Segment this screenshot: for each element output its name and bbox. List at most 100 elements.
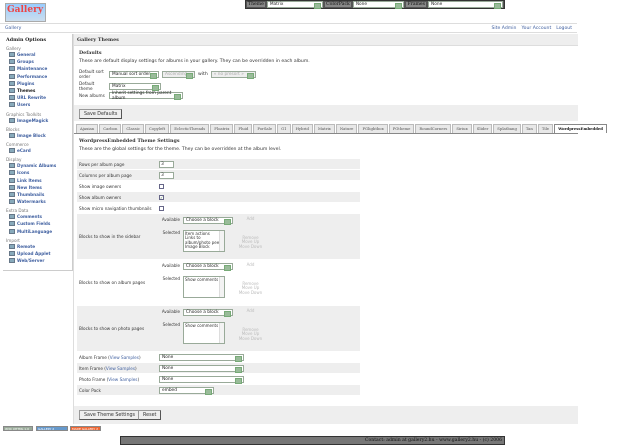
reset-button[interactable]: Reset xyxy=(138,410,162,420)
gallery-logo[interactable]: Gallery xyxy=(5,3,46,22)
tab-carbon[interactable]: Carbon xyxy=(99,124,122,133)
logout-link[interactable]: Logout xyxy=(556,26,572,31)
photo-frame-view-samples[interactable]: View Samples xyxy=(108,376,138,382)
show-image-owners-checkbox[interactable] xyxy=(159,183,164,189)
album-selected-list[interactable]: Show comments xyxy=(183,276,225,298)
tab-wordpressembedded[interactable]: WordpressEmbedded xyxy=(554,124,607,133)
add-button[interactable]: Add xyxy=(246,308,255,313)
tab-tan[interactable]: Tan xyxy=(521,124,537,133)
save-defaults-button[interactable]: Save Defaults xyxy=(79,109,123,119)
sort-direction-select[interactable]: Ascending xyxy=(162,70,195,79)
show-micro-nav-checkbox[interactable] xyxy=(159,205,164,211)
sidebar-item-label: Custom Fields xyxy=(17,221,51,227)
your-account-link[interactable]: Your Account xyxy=(521,26,552,31)
photo-selected-list[interactable]: Show comments xyxy=(183,322,225,344)
sidebar-item-groups[interactable]: Groups xyxy=(6,58,69,65)
tab-copyleft[interactable]: Copyleft xyxy=(145,124,170,133)
new-albums-select[interactable]: Inherit settings from parent album xyxy=(109,91,183,101)
item-frame-label: Item Frame (View Samples) xyxy=(77,363,157,373)
tab-classic[interactable]: Classic xyxy=(122,124,145,133)
tab-siriux[interactable]: Siriux xyxy=(452,124,472,133)
sidebar-item-comments[interactable]: Comments xyxy=(6,213,69,220)
remove-button[interactable]: Remove xyxy=(242,327,259,332)
album-available-select[interactable]: Choose a block xyxy=(183,263,233,271)
page-title: Gallery Themes xyxy=(74,34,578,46)
move-up-button[interactable]: Move Up xyxy=(241,239,260,245)
remove-button[interactable]: Remove xyxy=(242,235,259,240)
color-pack-select[interactable]: embed xyxy=(159,386,214,395)
sort-order-select[interactable]: Manual sort order xyxy=(109,70,159,79)
move-up-button[interactable]: Move Up xyxy=(241,331,260,337)
tab-matrix[interactable]: Matrix xyxy=(313,124,335,133)
sidebar-item-new-items[interactable]: New Items xyxy=(6,184,69,191)
made-gallery2-badge[interactable]: MADE GALLERY 2 xyxy=(70,426,101,431)
frames-select[interactable]: None xyxy=(428,1,503,9)
tab-pgtheme[interactable]: PGtheme xyxy=(388,124,415,133)
comments-icon xyxy=(9,214,15,220)
sidebar-available-select[interactable]: Choose a block xyxy=(183,217,233,225)
tab-hybrid[interactable]: Hybrid xyxy=(291,124,313,133)
tab-fluid[interactable]: Fluid xyxy=(234,124,253,133)
move-down-button[interactable]: Move Down xyxy=(238,243,263,249)
tab-splatbang[interactable]: Splatbang xyxy=(493,124,521,133)
sidebar-item-link-items[interactable]: Link Items xyxy=(6,176,69,183)
sidebar-item-multilanguage[interactable]: MultiLanguage xyxy=(6,228,69,235)
sidebar-item-dynamic-albums[interactable]: Dynamic Albums xyxy=(6,162,69,169)
tab-pglightbox[interactable]: PGlightbox xyxy=(358,124,388,133)
sidebar-item-upload-applet[interactable]: Upload Applet xyxy=(6,250,69,257)
add-button[interactable]: Add xyxy=(246,216,255,221)
default-theme-select[interactable]: Matrix xyxy=(109,82,161,91)
theme-select[interactable]: Matrix xyxy=(266,1,324,9)
sidebar-item-web-server[interactable]: Web/Server xyxy=(6,257,69,264)
tab-slider[interactable]: Slider xyxy=(472,124,493,133)
sidebar-item-custom-fields[interactable]: Custom Fields xyxy=(6,220,69,227)
remove-button[interactable]: Remove xyxy=(242,281,259,286)
tab-ajaxian[interactable]: Ajaxian xyxy=(76,124,99,133)
item-frame-view-samples[interactable]: View Samples xyxy=(105,365,136,371)
tab-nature[interactable]: Nature xyxy=(335,124,358,133)
breadcrumb-gallery[interactable]: Gallery xyxy=(5,26,22,31)
site-admin-link[interactable]: Site Admin xyxy=(491,26,517,31)
sidebar-item-users[interactable]: Users xyxy=(6,101,69,108)
sidebar-item-ecard[interactable]: eCard xyxy=(6,147,69,154)
sidebar-item-maintenance[interactable]: Maintenance xyxy=(6,65,69,72)
sidebar-selected-list[interactable]: Item actions Links to album/photo peers … xyxy=(183,230,225,252)
sidebar-item-icons[interactable]: Icons xyxy=(6,169,69,176)
tab-floatrix[interactable]: Floatrix xyxy=(210,124,234,133)
sidebar-item-themes[interactable]: Themes xyxy=(6,87,69,94)
sidebar-item-general[interactable]: General xyxy=(6,51,69,58)
colorpack-select[interactable]: None xyxy=(352,1,405,9)
move-down-button[interactable]: Move Down xyxy=(238,335,263,341)
presort-select[interactable]: « no presort » xyxy=(210,70,256,79)
move-up-button[interactable]: Move Up xyxy=(241,285,260,291)
sidebar-item-image-block[interactable]: Image Block xyxy=(6,132,69,139)
album-frame-view-samples[interactable]: View Samples xyxy=(109,354,139,360)
sidebar-item-url-rewrite[interactable]: URL Rewrite xyxy=(6,94,69,101)
rows-input[interactable]: 3 xyxy=(159,160,174,168)
sidebar-item-plugins[interactable]: Plugins xyxy=(6,80,69,87)
item-frame-select[interactable]: None xyxy=(159,364,244,373)
sidebar-item-watermarks[interactable]: Watermarks xyxy=(6,198,69,205)
show-album-owners-checkbox[interactable]: ✓ xyxy=(159,194,164,200)
tab-tile[interactable]: Tile xyxy=(537,124,554,133)
photo-frame-select[interactable]: None xyxy=(159,375,244,384)
tab-g1[interactable]: G1 xyxy=(277,124,291,133)
save-theme-settings-button[interactable]: Save Theme Settings xyxy=(79,410,141,420)
sidebar-item-remote[interactable]: Remote xyxy=(6,243,69,250)
tab-porsale[interactable]: PorSale xyxy=(253,124,277,133)
album-frame-select[interactable]: None xyxy=(159,353,244,362)
tab-eclecticthreads[interactable]: EclecticThreads xyxy=(170,124,210,133)
breadcrumb: Gallery Site Admin Your Account Logout xyxy=(0,23,577,33)
sidebar-item-thumbnails[interactable]: Thumbnails xyxy=(6,191,69,198)
sidebar-item-imagemagick[interactable]: ImageMagick xyxy=(6,117,69,124)
xhtml-badge[interactable]: W3C XHTML 1.0 xyxy=(3,426,33,431)
sidebar-item-performance[interactable]: Performance xyxy=(6,73,69,80)
gallery2-badge[interactable]: GALLERY 2 xyxy=(36,426,68,431)
photo-available-select[interactable]: Choose a block xyxy=(183,309,233,317)
cols-input[interactable]: 3 xyxy=(159,171,174,179)
sidebar-item-label: Users xyxy=(17,102,31,108)
tab-roundcorners[interactable]: RoundCorners xyxy=(415,124,452,133)
add-button[interactable]: Add xyxy=(246,262,255,267)
move-down-button[interactable]: Move Down xyxy=(238,289,263,295)
sidebar-group-blocks: Blocks xyxy=(6,126,20,132)
